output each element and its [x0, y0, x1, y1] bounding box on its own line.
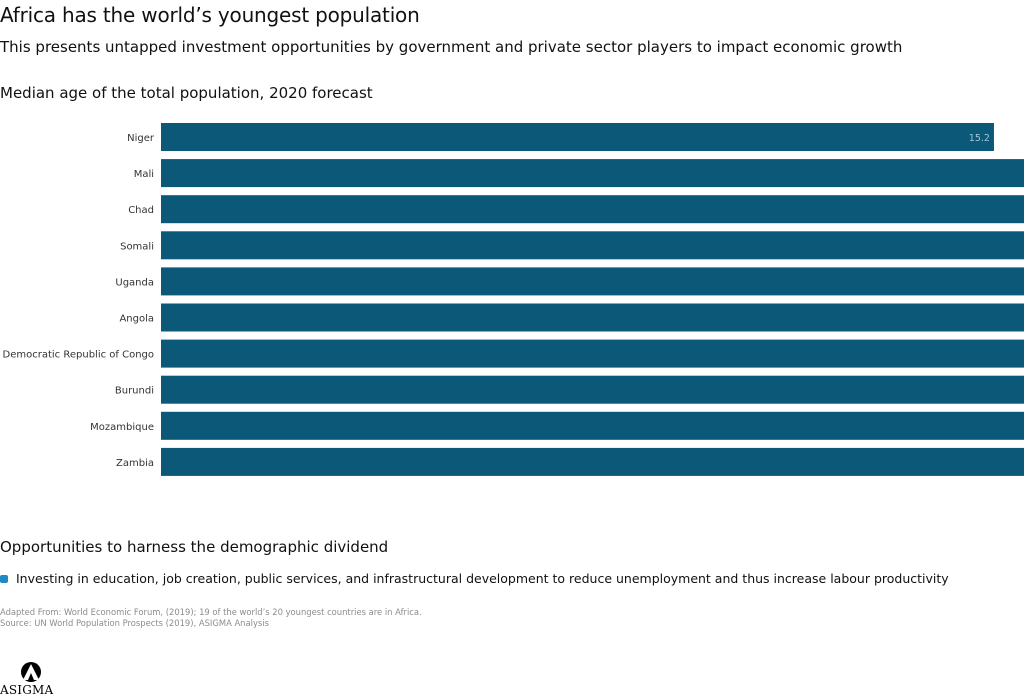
bar	[161, 411, 1024, 440]
opportunity-item-text: Investing in education, job creation, pu…	[16, 571, 949, 586]
category-label: Zambia	[116, 458, 154, 469]
median-age-bar-chart: Niger15.2Mali16.3Chad16.6Somali16.7Ugand…	[3, 123, 1024, 476]
bar	[161, 267, 1024, 296]
bar	[161, 195, 1024, 224]
adapted-from-note: Adapted From: World Economic Forum, (201…	[0, 607, 422, 617]
category-label: Mali	[134, 169, 154, 180]
category-label: Niger	[127, 133, 155, 144]
opportunity-item: Investing in education, job creation, pu…	[0, 571, 949, 586]
category-label: Mozambique	[90, 422, 154, 433]
bar	[161, 231, 1024, 260]
chart-title: Median age of the total population, 2020…	[0, 84, 373, 102]
category-label: Burundi	[115, 386, 154, 397]
bar-value-label: 15.2	[969, 133, 990, 144]
page-title: Africa has the world’s youngest populati…	[0, 3, 420, 27]
bar	[161, 339, 1024, 368]
asigma-logo: ASIGMA	[0, 661, 64, 697]
square-bullet-icon	[0, 574, 8, 583]
category-label: Angola	[119, 314, 154, 325]
page-subtitle: This presents untapped investment opport…	[0, 38, 903, 56]
asigma-logo-icon	[21, 662, 41, 682]
bar	[161, 447, 1024, 476]
bar	[161, 303, 1024, 332]
category-label: Chad	[128, 205, 154, 216]
category-label: Democratic Republic of Congo	[3, 350, 154, 361]
bar	[161, 123, 994, 151]
logo-text: ASIGMA	[0, 683, 54, 697]
bar	[161, 159, 1024, 188]
category-label: Somali	[120, 241, 154, 252]
source-note: Source: UN World Population Prospects (2…	[0, 618, 269, 628]
opportunities-title: Opportunities to harness the demographic…	[0, 538, 389, 556]
category-label: Uganda	[115, 277, 154, 288]
bar	[161, 375, 1024, 404]
